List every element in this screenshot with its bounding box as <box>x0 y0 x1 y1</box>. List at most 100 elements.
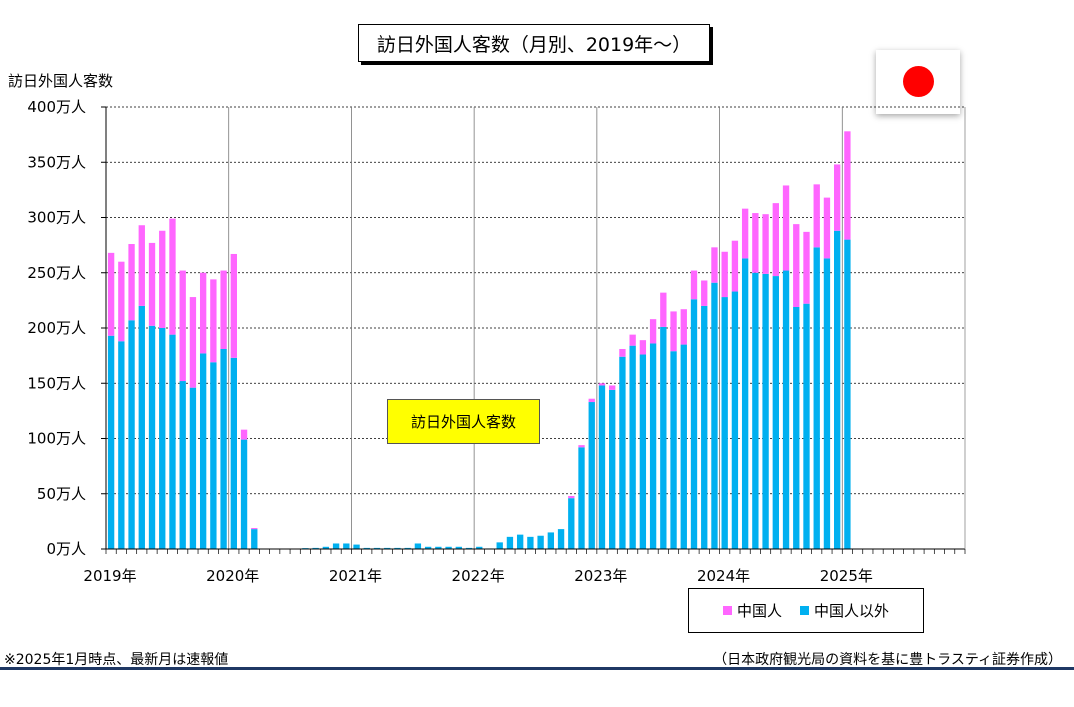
bar-other <box>762 273 769 549</box>
bar-china <box>251 528 258 530</box>
bar-other <box>527 536 534 549</box>
bar-other <box>752 272 759 549</box>
bar-other <box>496 542 503 549</box>
bar-china <box>741 208 749 259</box>
y-tick-label: 0万人 <box>46 540 86 558</box>
bar-china <box>118 261 125 342</box>
bar-other <box>455 546 462 549</box>
bar-china <box>670 311 677 352</box>
legend-item-other: 中国人以外 <box>800 600 889 621</box>
y-tick-label: 100万人 <box>27 430 86 448</box>
bar-china <box>813 184 820 248</box>
legend-swatch-other <box>800 606 809 615</box>
bar-other <box>373 547 381 549</box>
bar-china <box>199 272 207 354</box>
y-tick-label: 300万人 <box>27 209 86 227</box>
bar-china <box>189 297 197 388</box>
bar-other <box>568 498 575 549</box>
bar-other <box>537 535 544 549</box>
bar-other <box>711 282 718 549</box>
bar-china <box>680 309 687 345</box>
bar-other <box>414 543 422 549</box>
bar-china <box>711 247 718 283</box>
x-tick-label: 2023年 <box>574 567 627 585</box>
bar-other <box>312 547 319 549</box>
legend-label-china: 中国人 <box>736 602 782 620</box>
bar-other <box>803 303 810 549</box>
bar-china <box>844 131 851 240</box>
bar-china <box>107 252 115 336</box>
bar-other <box>394 547 401 549</box>
bar-china <box>578 445 585 448</box>
bar-other <box>353 544 360 549</box>
bar-other <box>343 543 350 549</box>
bar-china <box>598 383 606 386</box>
bar-other <box>680 344 687 549</box>
bar-china <box>220 270 227 349</box>
japan-flag-icon <box>876 50 960 114</box>
bar-other <box>404 547 411 549</box>
y-tick-label: 150万人 <box>27 374 86 392</box>
bar-other <box>834 230 841 549</box>
bar-china <box>619 348 626 357</box>
bar-other <box>772 276 779 549</box>
bar-china <box>803 231 810 304</box>
bar-other <box>118 341 125 549</box>
x-tick-label: 2021年 <box>329 567 382 585</box>
bar-other <box>629 345 636 549</box>
bar-other <box>179 381 186 549</box>
bar-china <box>731 240 739 292</box>
bar-other <box>240 439 248 549</box>
bar-china <box>701 280 708 306</box>
y-tick-label: 50万人 <box>37 485 86 503</box>
y-axis-label: 訪日外国人客数 <box>8 72 114 90</box>
bar-other <box>445 546 452 549</box>
bar-other <box>189 387 197 549</box>
y-tick-label: 350万人 <box>27 153 86 171</box>
bar-other <box>557 529 565 549</box>
bar-other <box>384 547 391 549</box>
bar-other <box>251 529 258 549</box>
bar-china <box>629 334 636 346</box>
flag-sun <box>903 66 934 97</box>
bar-other <box>793 307 800 549</box>
y-tick-label: 200万人 <box>27 319 86 337</box>
bar-other <box>690 299 698 549</box>
bar-other <box>465 547 473 549</box>
bar-china <box>230 253 237 358</box>
bar-other <box>424 546 432 549</box>
y-tick-label: 400万人 <box>27 98 86 116</box>
chart-title: 訪日外国人客数（月別、2019年～） <box>358 24 710 62</box>
bar-other <box>578 447 585 549</box>
bar-other <box>138 305 145 549</box>
bar-china <box>772 203 779 277</box>
bar-china <box>568 495 575 499</box>
bar-other <box>741 258 749 549</box>
bar-china <box>762 214 769 274</box>
x-tick-label: 2019年 <box>83 567 136 585</box>
bar-other <box>516 534 524 549</box>
source-note: （日本政府観光局の資料を基に豊トラスティ証券作成） <box>713 652 1062 668</box>
bar-other <box>844 239 851 549</box>
bar-china <box>588 398 595 403</box>
bar-other <box>128 320 135 549</box>
annotation-box: 訪日外国人客数 <box>387 399 540 444</box>
bar-other <box>476 546 483 549</box>
bar-china <box>179 270 186 382</box>
bar-china <box>721 251 728 298</box>
bar-other <box>731 291 739 549</box>
bar-china <box>690 270 698 300</box>
bar-other <box>619 356 626 549</box>
bar-other <box>332 543 340 549</box>
bar-china <box>834 164 841 231</box>
bar-other <box>609 389 616 549</box>
x-tick-label: 2025年 <box>820 567 873 585</box>
bar-china <box>639 340 647 355</box>
bar-other <box>220 348 227 549</box>
bar-other <box>322 546 330 549</box>
x-tick-label: 2022年 <box>452 567 505 585</box>
bar-other <box>701 305 708 549</box>
bar-china <box>240 429 248 440</box>
legend-item-china: 中国人 <box>722 600 782 621</box>
